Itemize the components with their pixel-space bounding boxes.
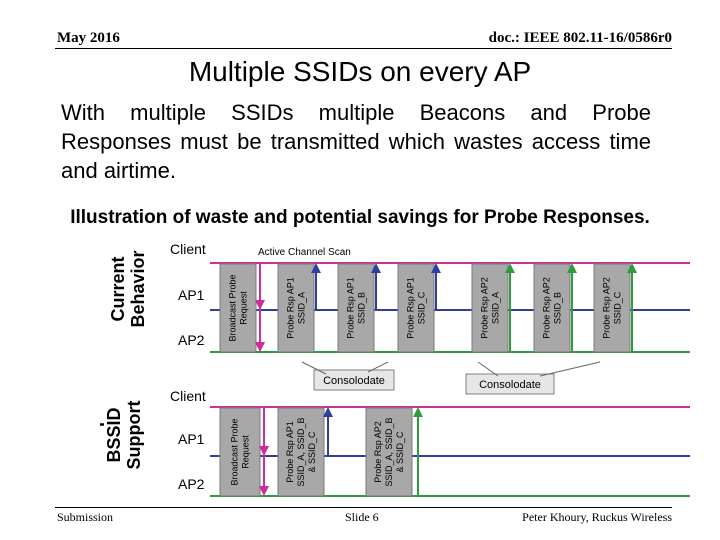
top-frames: Broadcast Probe Request Probe Rsp AP1 SSID_… [219,263,637,353]
consolidate-box-1: Consolodate [313,369,395,391]
bottom-section-label-line-3: BSSID [104,407,124,462]
footer-slide-number: Slide 6 [345,510,379,524]
bottom-frame-label-2: SSID_A, SSID_B [384,417,394,486]
bottom-frame-label-1: Probe Rsp AP1 [285,421,295,483]
top-ap2-response-arrow-2-head [627,263,637,273]
bottom-frames: Broadcast Probe Request Probe Rsp AP1 SSID_… [219,407,423,497]
header-doc-id: doc.: IEEE 802.11-16/0586r0 [488,30,672,46]
consolidate-label-2: Consolodate [479,379,541,391]
row-label-ap1-bot: AP1 [178,431,205,447]
footer-rule [55,507,672,508]
bottom-section-label: With Multiple BSSID Support [100,401,144,470]
top-frame-label-5: SSID_B [553,292,563,324]
top-ap1-response-arrow-2-head [431,263,441,273]
consolidate-box-2: Consolodate [465,373,555,395]
row-label-client-bot: Client [170,388,206,404]
bottom-ap2-response-arrow-head [413,407,423,417]
top-ap2-response-arrow-1-head [567,263,577,273]
footer-submission: Submission [57,510,114,524]
row-label-ap2-top: AP2 [178,332,205,348]
body-text: With multiple SSIDs multiple Beacons and… [61,100,651,183]
top-frame-label-2: SSID_B [357,292,367,324]
row-label-ap1-top: AP1 [178,287,205,303]
top-frame-label-3: Probe Rsp AP1 [406,277,416,339]
top-frame-label-1: Probe Rsp AP1 [286,277,296,339]
top-frame-2 [337,263,375,353]
bottom-frame-label-0: Broadcast Probe [230,418,240,485]
bottom-frame-0 [219,407,261,497]
top-section-label-line-1: Current [108,256,128,321]
consolidate-pointer [539,361,601,377]
bottom-frame-label-2: & SSID_C [395,431,405,473]
top-frame-label-2: Probe Rsp AP1 [346,277,356,339]
row-label-client-top: Client [170,241,206,257]
active-channel-scan-label: Active Channel Scan [258,247,351,258]
consolidate-label-1: Consolodate [323,375,385,387]
header-date: May 2016 [57,30,120,46]
bottom-section-label-line-4: Support [124,401,144,470]
top-ap2-response-arrow-0-head [505,263,515,273]
top-frame-label-0: Request [239,291,249,325]
top-section-label: Current Behavior [108,250,148,327]
slide-title: Multiple SSIDs on every AP [188,56,532,87]
footer-author: Peter Khoury, Ruckus Wireless [522,510,672,524]
top-frame-0 [219,263,257,353]
top-frame-1 [277,263,315,353]
bottom-request-arrow-ap2-head [259,486,269,496]
bottom-frame-label-0: Request [241,435,251,469]
top-frame-label-5: Probe Rsp AP2 [542,277,552,339]
bottom-section-label-line-2: Multiple [100,401,104,469]
top-frame-4 [471,263,509,353]
consolidate-pointer [301,361,327,375]
probe-response-diagram: Current Behavior With Multiple BSSID Sup… [100,241,690,497]
bottom-frame-1 [277,407,325,497]
top-ap1-response-arrow-0-head [311,263,321,273]
bottom-frame-label-2: Probe Rsp AP2 [373,421,383,483]
top-ap1-response-arrow-1-head [371,263,381,273]
header-rule [55,48,672,49]
top-frame-label-4: SSID_A [491,292,501,324]
bottom-frame-label-1: & SSID_C [307,431,317,473]
row-label-ap2-bot: AP2 [178,476,205,492]
top-request-arrow-head [255,342,265,352]
top-frame-5 [533,263,571,353]
top-section-label-line-2: Behavior [128,250,148,327]
diagram-caption: Illustration of waste and potential savi… [70,207,650,228]
consolidate-pointer [477,361,499,377]
top-frame-3 [397,263,435,353]
top-frame-label-0: Broadcast Probe [228,274,238,341]
bottom-frame-2 [365,407,413,497]
top-frame-label-4: Probe Rsp AP2 [480,277,490,339]
top-frame-6 [593,263,631,353]
consolidate-pointer [367,361,389,373]
top-frame-label-1: SSID_A [297,292,307,324]
bottom-frame-label-1: SSID_A, SSID_B [296,417,306,486]
top-frame-label-3: SSID_C [417,291,427,324]
top-frame-label-6: SSID_C [613,291,623,324]
bottom-ap1-response-arrow-head [323,407,333,417]
top-frame-label-6: Probe Rsp AP2 [602,277,612,339]
